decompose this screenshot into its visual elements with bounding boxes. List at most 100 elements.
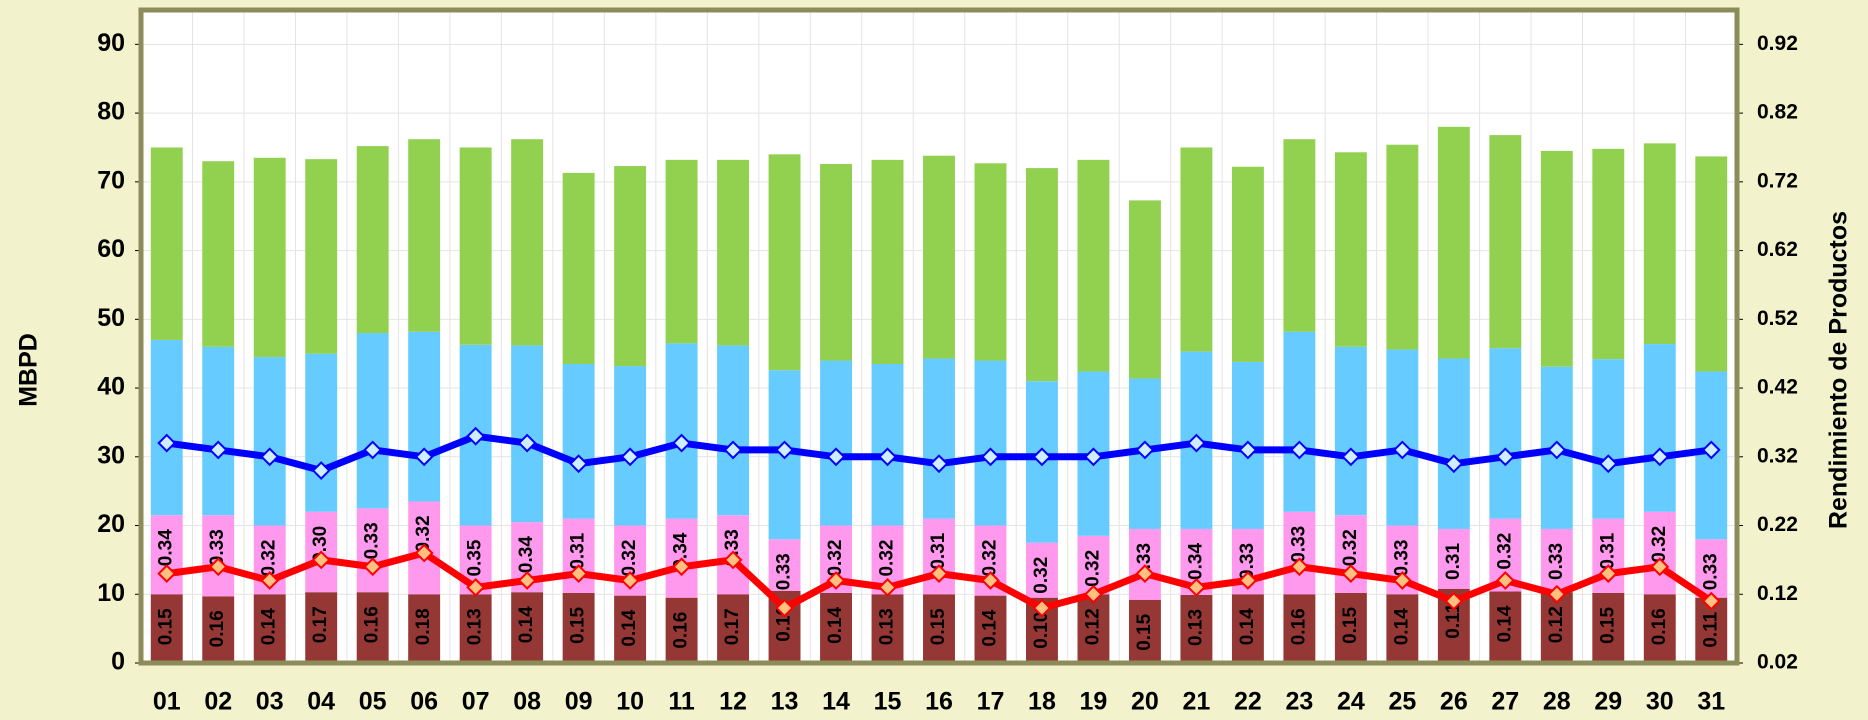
x-tick-label: 23 — [1285, 688, 1313, 716]
bar-segment — [1643, 143, 1676, 345]
bar-segment — [1128, 200, 1161, 379]
marker — [363, 440, 383, 460]
value-label: 0.33 — [207, 529, 228, 566]
y-tick-label: 80 — [97, 98, 125, 126]
value-label: 0.32 — [1494, 533, 1515, 570]
y2-axis-title: Rendimiento de Productos — [1825, 211, 1853, 529]
bar-segment — [923, 594, 955, 663]
marker — [311, 461, 331, 480]
x-tick-label: 02 — [204, 688, 232, 716]
value-label: 0.32 — [619, 540, 640, 577]
marker — [1238, 571, 1258, 590]
x-tick-label: 13 — [771, 688, 799, 716]
bar-segment — [356, 592, 389, 663]
x-tick-label: 09 — [565, 688, 593, 716]
value-label: 0.16 — [207, 610, 228, 647]
bar-segment — [1592, 148, 1625, 360]
bar-segment — [1077, 594, 1110, 663]
marker — [826, 447, 846, 467]
bar-segment — [665, 597, 698, 663]
x-tick-label: 21 — [1183, 688, 1211, 716]
value-label: 0.32 — [1031, 557, 1052, 594]
value-label: 0.33 — [1700, 553, 1721, 590]
value-label: 0.32 — [1649, 526, 1670, 563]
bar-segment — [1334, 152, 1367, 347]
bar-segment — [1540, 528, 1573, 593]
marker — [1650, 557, 1670, 577]
value-label: 0.33 — [362, 522, 383, 559]
bar-segment — [1334, 592, 1367, 663]
marker — [929, 564, 949, 584]
value-label: 0.12 — [1546, 606, 1567, 643]
bar-segment — [408, 139, 441, 332]
bar-segment — [1592, 592, 1625, 663]
x-tick-label: 07 — [462, 688, 490, 716]
bar-segment — [1077, 535, 1110, 595]
bar-segment — [665, 159, 698, 344]
value-label: 0.18 — [413, 608, 434, 645]
marker — [1238, 440, 1258, 460]
value-label: 0.11 — [1443, 602, 1464, 638]
value-label: 0.31 — [1597, 532, 1618, 569]
bar-segment — [305, 353, 338, 512]
bar-segment — [1283, 594, 1316, 663]
marker — [517, 571, 537, 590]
value-label: 0.15 — [568, 606, 589, 643]
y-tick-label: 30 — [97, 441, 125, 469]
marker — [260, 571, 280, 590]
bar-segment — [511, 592, 544, 663]
bar-segment — [1283, 331, 1316, 512]
y2-tick-label: 0.52 — [1757, 307, 1798, 330]
x-tick-label: 08 — [513, 688, 541, 716]
bar-segment — [253, 157, 286, 358]
bar-segment — [356, 508, 389, 593]
bar-segment — [305, 159, 338, 354]
x-tick-label: 06 — [410, 688, 438, 716]
value-label: 0.32 — [413, 515, 434, 552]
marker — [466, 577, 486, 597]
marker — [1650, 447, 1670, 467]
bar-segment — [459, 147, 492, 345]
bar-segment — [768, 154, 801, 371]
x-tick-label: 29 — [1594, 688, 1622, 716]
value-label: 0.14 — [259, 608, 280, 645]
value-label: 0.15 — [1597, 606, 1618, 643]
bar-segment — [1643, 344, 1676, 512]
marker — [1187, 577, 1206, 597]
marker — [878, 447, 897, 467]
value-label: 0.17 — [310, 606, 331, 643]
marker — [878, 577, 897, 597]
bar-segment — [1695, 539, 1728, 598]
marker — [260, 447, 280, 467]
value-label: 0.33 — [1237, 543, 1258, 580]
x-tick-label: 20 — [1131, 688, 1159, 716]
bar-segment — [1386, 594, 1419, 663]
value-label: 0.11 — [1700, 611, 1721, 647]
bar-segment — [1643, 594, 1676, 663]
bar-segment — [1643, 511, 1676, 595]
bar-segment — [717, 159, 750, 346]
x-tick-label: 04 — [307, 688, 335, 716]
marker — [1032, 598, 1052, 618]
y-tick-label: 60 — [97, 235, 125, 263]
y2-tick-label: 0.92 — [1757, 32, 1798, 55]
marker — [569, 564, 589, 584]
marker — [1341, 447, 1361, 467]
bar-segment — [871, 159, 904, 364]
marker — [1084, 447, 1103, 467]
marker — [929, 454, 949, 474]
x-tick-label: 05 — [359, 688, 387, 716]
bar-segment — [923, 358, 955, 519]
value-label: 0.12 — [1082, 608, 1103, 645]
bar-segment — [923, 155, 955, 359]
bar-segment — [562, 172, 595, 364]
value-label: 0.32 — [825, 540, 846, 577]
value-label: 0.15 — [156, 608, 177, 645]
marker — [157, 564, 177, 584]
marker — [311, 550, 331, 570]
bar-segment — [1231, 166, 1264, 362]
value-label: 0.10 — [774, 605, 795, 642]
bar-segment — [1128, 599, 1161, 663]
value-label: 0.32 — [877, 540, 898, 577]
bar-segment — [1592, 359, 1625, 519]
